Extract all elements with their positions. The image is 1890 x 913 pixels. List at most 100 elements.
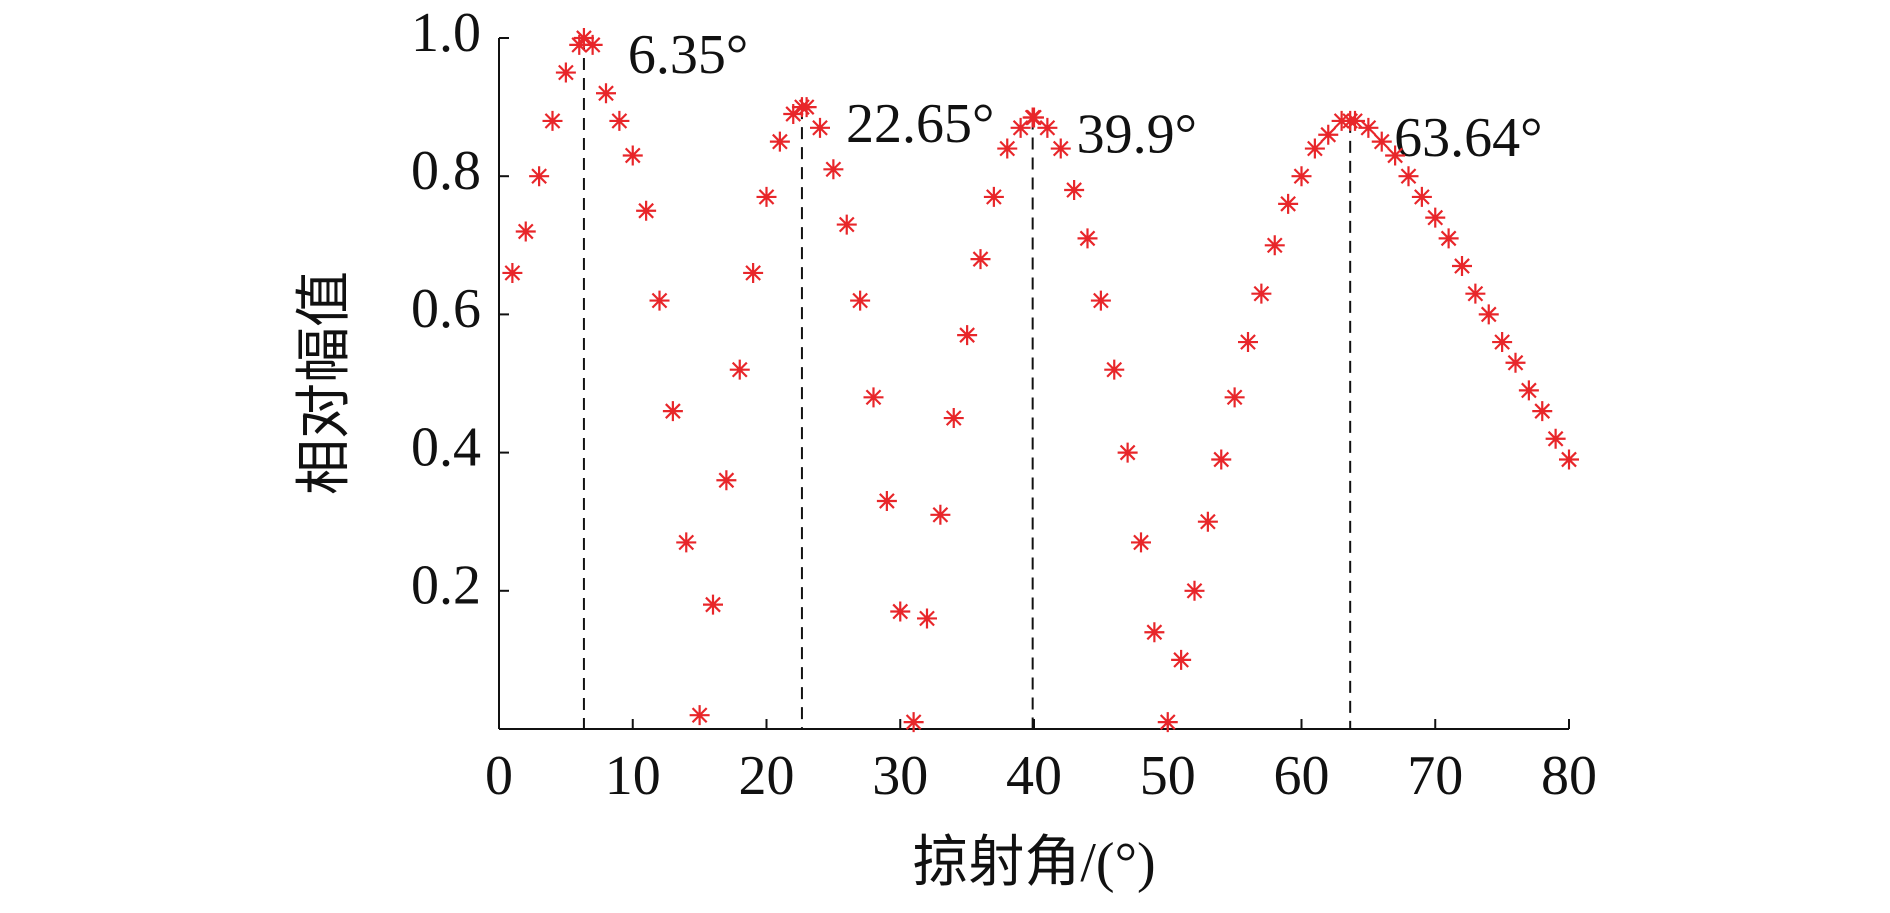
x-tick-label: 40 (1006, 745, 1062, 807)
marker (1371, 131, 1392, 152)
marker (662, 401, 683, 422)
marker (1264, 235, 1285, 256)
marker (1398, 166, 1419, 187)
marker (1345, 110, 1365, 131)
marker (555, 62, 576, 83)
marker (1171, 649, 1192, 670)
marker (1318, 124, 1339, 145)
marker (1452, 256, 1472, 277)
marker (810, 117, 830, 138)
marker (783, 104, 804, 125)
marker (796, 97, 817, 118)
marker (850, 290, 871, 311)
marker (756, 186, 777, 207)
marker (1385, 145, 1406, 166)
marker (1559, 449, 1579, 470)
x-tick-label: 30 (872, 745, 928, 807)
marker (743, 262, 764, 283)
marker (515, 221, 536, 242)
marker (502, 262, 523, 283)
y-tick-label: 0.6 (411, 278, 481, 340)
marker (1492, 332, 1513, 353)
marker (703, 594, 723, 615)
x-tick-label: 0 (485, 745, 513, 807)
marker (823, 159, 844, 180)
marker (649, 290, 670, 311)
x-tick-label: 70 (1407, 745, 1463, 807)
marker (1532, 401, 1553, 422)
marker (1278, 193, 1299, 214)
marker (970, 249, 991, 270)
marker (983, 186, 1004, 207)
marker (769, 131, 790, 152)
marker (542, 110, 563, 131)
marker (1211, 449, 1232, 470)
marker (1037, 117, 1058, 138)
marker (1304, 138, 1325, 159)
marker (917, 608, 937, 629)
marker (1144, 622, 1165, 643)
marker (863, 387, 884, 408)
marker (622, 145, 643, 166)
x-tick-label: 10 (605, 745, 661, 807)
marker (1251, 283, 1272, 304)
peak-label: 6.35° (628, 24, 748, 86)
marker (1545, 428, 1566, 449)
marker (930, 504, 951, 525)
marker (596, 83, 616, 104)
marker (582, 34, 603, 55)
marker (609, 110, 630, 131)
marker (1438, 228, 1459, 249)
marker (636, 200, 657, 221)
y-tick-label: 0.2 (411, 555, 481, 617)
marker (676, 532, 697, 553)
marker (890, 601, 911, 622)
marker (1465, 283, 1486, 304)
marker (1117, 442, 1138, 463)
x-axis-label: 掠射角/(°) (912, 832, 1155, 894)
marker (573, 28, 594, 48)
marker (1518, 380, 1539, 401)
marker (1478, 304, 1499, 325)
x-tick-label: 80 (1541, 745, 1597, 807)
marker (1010, 117, 1031, 138)
marker (1024, 107, 1044, 128)
marker (1184, 580, 1205, 601)
marker (1238, 332, 1258, 353)
marker (1090, 290, 1111, 311)
y-tick-label: 0.4 (411, 416, 481, 478)
marker (1131, 532, 1151, 553)
marker (1064, 180, 1085, 201)
marker (1358, 117, 1379, 138)
x-tick-label: 60 (1274, 745, 1330, 807)
marker (1197, 511, 1218, 532)
y-tick-label: 0.8 (411, 140, 481, 202)
marker (997, 138, 1018, 159)
y-tick-label: 1.0 (411, 2, 481, 64)
marker (957, 325, 978, 346)
marker (529, 166, 550, 187)
peak-label: 22.65° (846, 93, 994, 155)
marker (1050, 138, 1071, 159)
marker (716, 470, 737, 491)
marker (569, 34, 590, 55)
marker (1505, 352, 1526, 373)
marker (729, 359, 750, 380)
marker (1224, 387, 1245, 408)
marker (836, 214, 857, 235)
marker (1291, 166, 1312, 187)
marker (1411, 186, 1432, 207)
marker (876, 490, 897, 511)
marker (689, 705, 710, 726)
x-tick-label: 20 (739, 745, 795, 807)
peak-label: 39.9° (1077, 103, 1197, 165)
marker (1157, 712, 1178, 733)
y-axis-label: 相对幅值 (294, 271, 356, 495)
marker (1104, 359, 1125, 380)
x-tick-label: 50 (1140, 745, 1196, 807)
marker (903, 712, 924, 733)
marker (943, 408, 964, 429)
peak-label: 63.64° (1394, 107, 1542, 169)
marker (1077, 228, 1098, 249)
